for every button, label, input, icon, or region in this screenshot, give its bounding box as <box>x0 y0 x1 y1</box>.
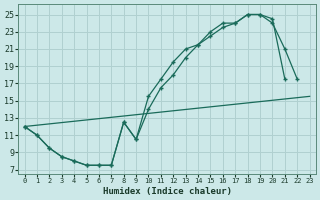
X-axis label: Humidex (Indice chaleur): Humidex (Indice chaleur) <box>103 187 232 196</box>
